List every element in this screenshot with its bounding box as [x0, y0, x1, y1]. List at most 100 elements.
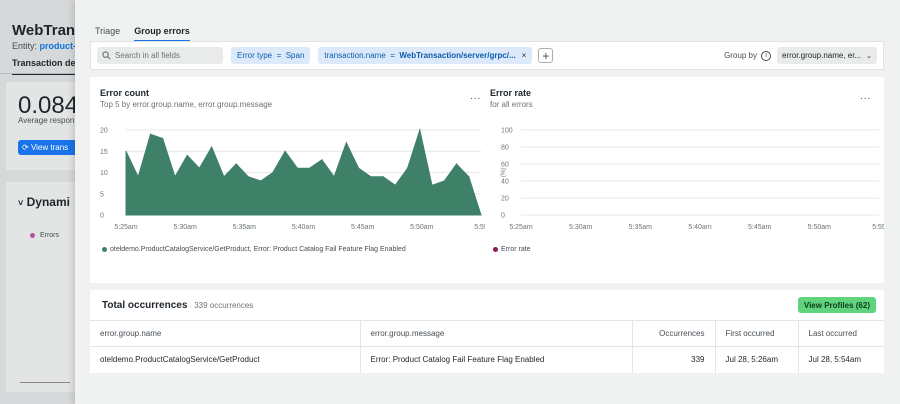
- metric-card: [6, 82, 76, 170]
- dynamic-section-title[interactable]: ˅ Dynami: [18, 195, 70, 209]
- error-rate-legend: Error rate: [493, 246, 531, 253]
- data-point: [125, 150, 127, 152]
- pill-value: Span: [285, 51, 305, 60]
- divider: [20, 382, 70, 383]
- x-tick-label: 5:25am: [509, 224, 533, 231]
- error-rate-menu-button[interactable]: ...: [860, 91, 872, 102]
- dynamic-title-text: Dynami: [26, 195, 70, 209]
- occurrences-card: Total occurrences 339 occurrences View P…: [90, 290, 884, 373]
- data-point: [223, 176, 225, 178]
- series-area: [125, 128, 482, 216]
- error-count-chart: 0 5 10 15 20 5:25am 5:30am 5:35am 5:40am 5:45am 5:…: [100, 128, 485, 232]
- tab-group-errors[interactable]: Group errors: [134, 26, 190, 42]
- y-tick-label: 20: [100, 128, 108, 135]
- y-tick-label: 0: [100, 213, 104, 220]
- cell-occurrences: 339: [631, 346, 715, 373]
- column-header-last-occurred[interactable]: Last occurred: [797, 320, 884, 347]
- y-tick-label: 10: [100, 170, 108, 177]
- x-tick-label: 5:40am: [688, 224, 712, 231]
- metric-value: 0.084: [18, 92, 79, 119]
- search-input[interactable]: Search in all fields: [97, 47, 223, 64]
- group-by: Group by i error.group.name, er... ⌄: [724, 47, 877, 64]
- view-profiles-button[interactable]: View Profiles (62): [797, 297, 876, 313]
- group-by-select[interactable]: error.group.name, er... ⌄: [776, 47, 877, 64]
- data-point: [394, 184, 396, 186]
- x-tick-label: 5:50am: [410, 224, 434, 231]
- view-transactions-label: View trans: [30, 143, 69, 152]
- group-errors-drawer: Triage Group errors Search in all fields…: [75, 0, 900, 404]
- error-count-legend-label: oteldemo.ProductCatalogService/GetProduc…: [110, 246, 406, 253]
- data-point: [309, 167, 311, 169]
- legend-dot-icon: [493, 247, 498, 252]
- errors-legend-label: Errors: [39, 232, 60, 239]
- data-point: [358, 167, 360, 169]
- data-point: [480, 214, 482, 216]
- x-tick-label: 5:50am: [808, 224, 832, 231]
- y-tick-label: 40: [501, 179, 509, 186]
- close-icon[interactable]: ×: [521, 51, 527, 60]
- error-count-legend: oteldemo.ProductCatalogService/GetProduc…: [102, 246, 406, 253]
- column-header-error-group-message[interactable]: error.group.message: [359, 320, 632, 347]
- filter-pill-transaction-name[interactable]: transaction.name = WebTransaction/server…: [318, 47, 533, 64]
- column-header-error-group-name[interactable]: error.group.name: [90, 320, 360, 347]
- info-icon[interactable]: i: [760, 50, 771, 61]
- chevron-down-icon: ⌄: [866, 52, 872, 60]
- search-icon: [102, 51, 111, 60]
- occurrences-count: 339 occurrences: [194, 301, 254, 310]
- cell-last-occurred: Jul 28, 5:54am: [797, 346, 884, 373]
- search-placeholder: Search in all fields: [115, 51, 180, 60]
- entity-link[interactable]: product-c: [39, 41, 82, 51]
- data-point: [235, 163, 237, 165]
- y-axis-label: (%): [501, 168, 507, 177]
- chevron-down-icon: ˅: [18, 198, 24, 208]
- data-point: [419, 129, 421, 131]
- column-header-first-occurred[interactable]: First occurred: [714, 320, 798, 347]
- pill-key: transaction.name: [324, 51, 386, 60]
- column-header-occurrences[interactable]: Occurrences: [631, 320, 715, 347]
- data-point: [198, 167, 200, 169]
- data-point: [345, 142, 347, 144]
- data-point: [468, 176, 470, 178]
- tab-triage[interactable]: Triage: [95, 26, 121, 36]
- error-count-menu-button[interactable]: ...: [470, 91, 482, 102]
- group-by-value: error.group.name, er...: [781, 51, 862, 60]
- occurrences-table: error.group.name error.group.message Occ…: [90, 320, 884, 373]
- cell-error-group-name: oteldemo.ProductCatalogService/GetProduc…: [100, 355, 260, 365]
- x-tick-label: 5:25am: [114, 224, 138, 231]
- page-title: WebTransa: [12, 22, 92, 39]
- group-by-label: Group by: [724, 51, 757, 60]
- data-point: [333, 176, 335, 178]
- legend-dot-icon: [30, 232, 35, 238]
- errors-legend: Errors: [30, 232, 59, 239]
- data-point: [370, 176, 372, 178]
- pill-op: =: [390, 51, 395, 60]
- error-count-title: Error count: [100, 88, 150, 98]
- data-point: [247, 176, 249, 178]
- x-tick-label: 5:55: [872, 224, 884, 231]
- error-rate-subtitle: for all errors: [490, 100, 533, 109]
- error-rate-chart: 0 20 40 60 80 100 5:25am 5:30am 5:35am 5:40am 5:45…: [501, 128, 884, 232]
- y-tick-label: 15: [100, 149, 108, 156]
- tab-transaction-details[interactable]: Transaction deta: [12, 58, 84, 75]
- cell-first-occurred: Jul 28, 5:26am: [714, 346, 798, 373]
- view-transactions-button[interactable]: ⟳ View trans: [18, 140, 78, 155]
- table-row[interactable]: oteldemo.ProductCatalogService/GetProduc…: [90, 346, 884, 373]
- y-tick-label: 60: [501, 162, 509, 169]
- data-point: [443, 180, 445, 182]
- drawer-tabs: Triage Group errors: [95, 26, 190, 42]
- table-header-row: error.group.name error.group.message Occ…: [90, 320, 884, 347]
- x-tick-label: 5:40am: [292, 224, 316, 231]
- data-point: [431, 184, 433, 186]
- filter-pill-error-type[interactable]: Error type = Span: [231, 47, 311, 64]
- x-tick-label: 5:45am: [351, 224, 375, 231]
- data-point: [272, 171, 274, 174]
- x-tick-label: 5:55: [474, 224, 485, 231]
- dynamic-card: [6, 182, 76, 392]
- y-tick-label: 5: [100, 191, 104, 198]
- x-tick-label: 5:30am: [569, 224, 593, 231]
- add-filter-button[interactable]: +: [538, 48, 554, 63]
- data-point: [407, 167, 409, 169]
- y-tick-label: 100: [501, 128, 513, 135]
- error-count-subtitle: Top 5 by error.group.name, error.group.m…: [100, 100, 273, 109]
- entity-label: Entity: product-c: [12, 41, 81, 51]
